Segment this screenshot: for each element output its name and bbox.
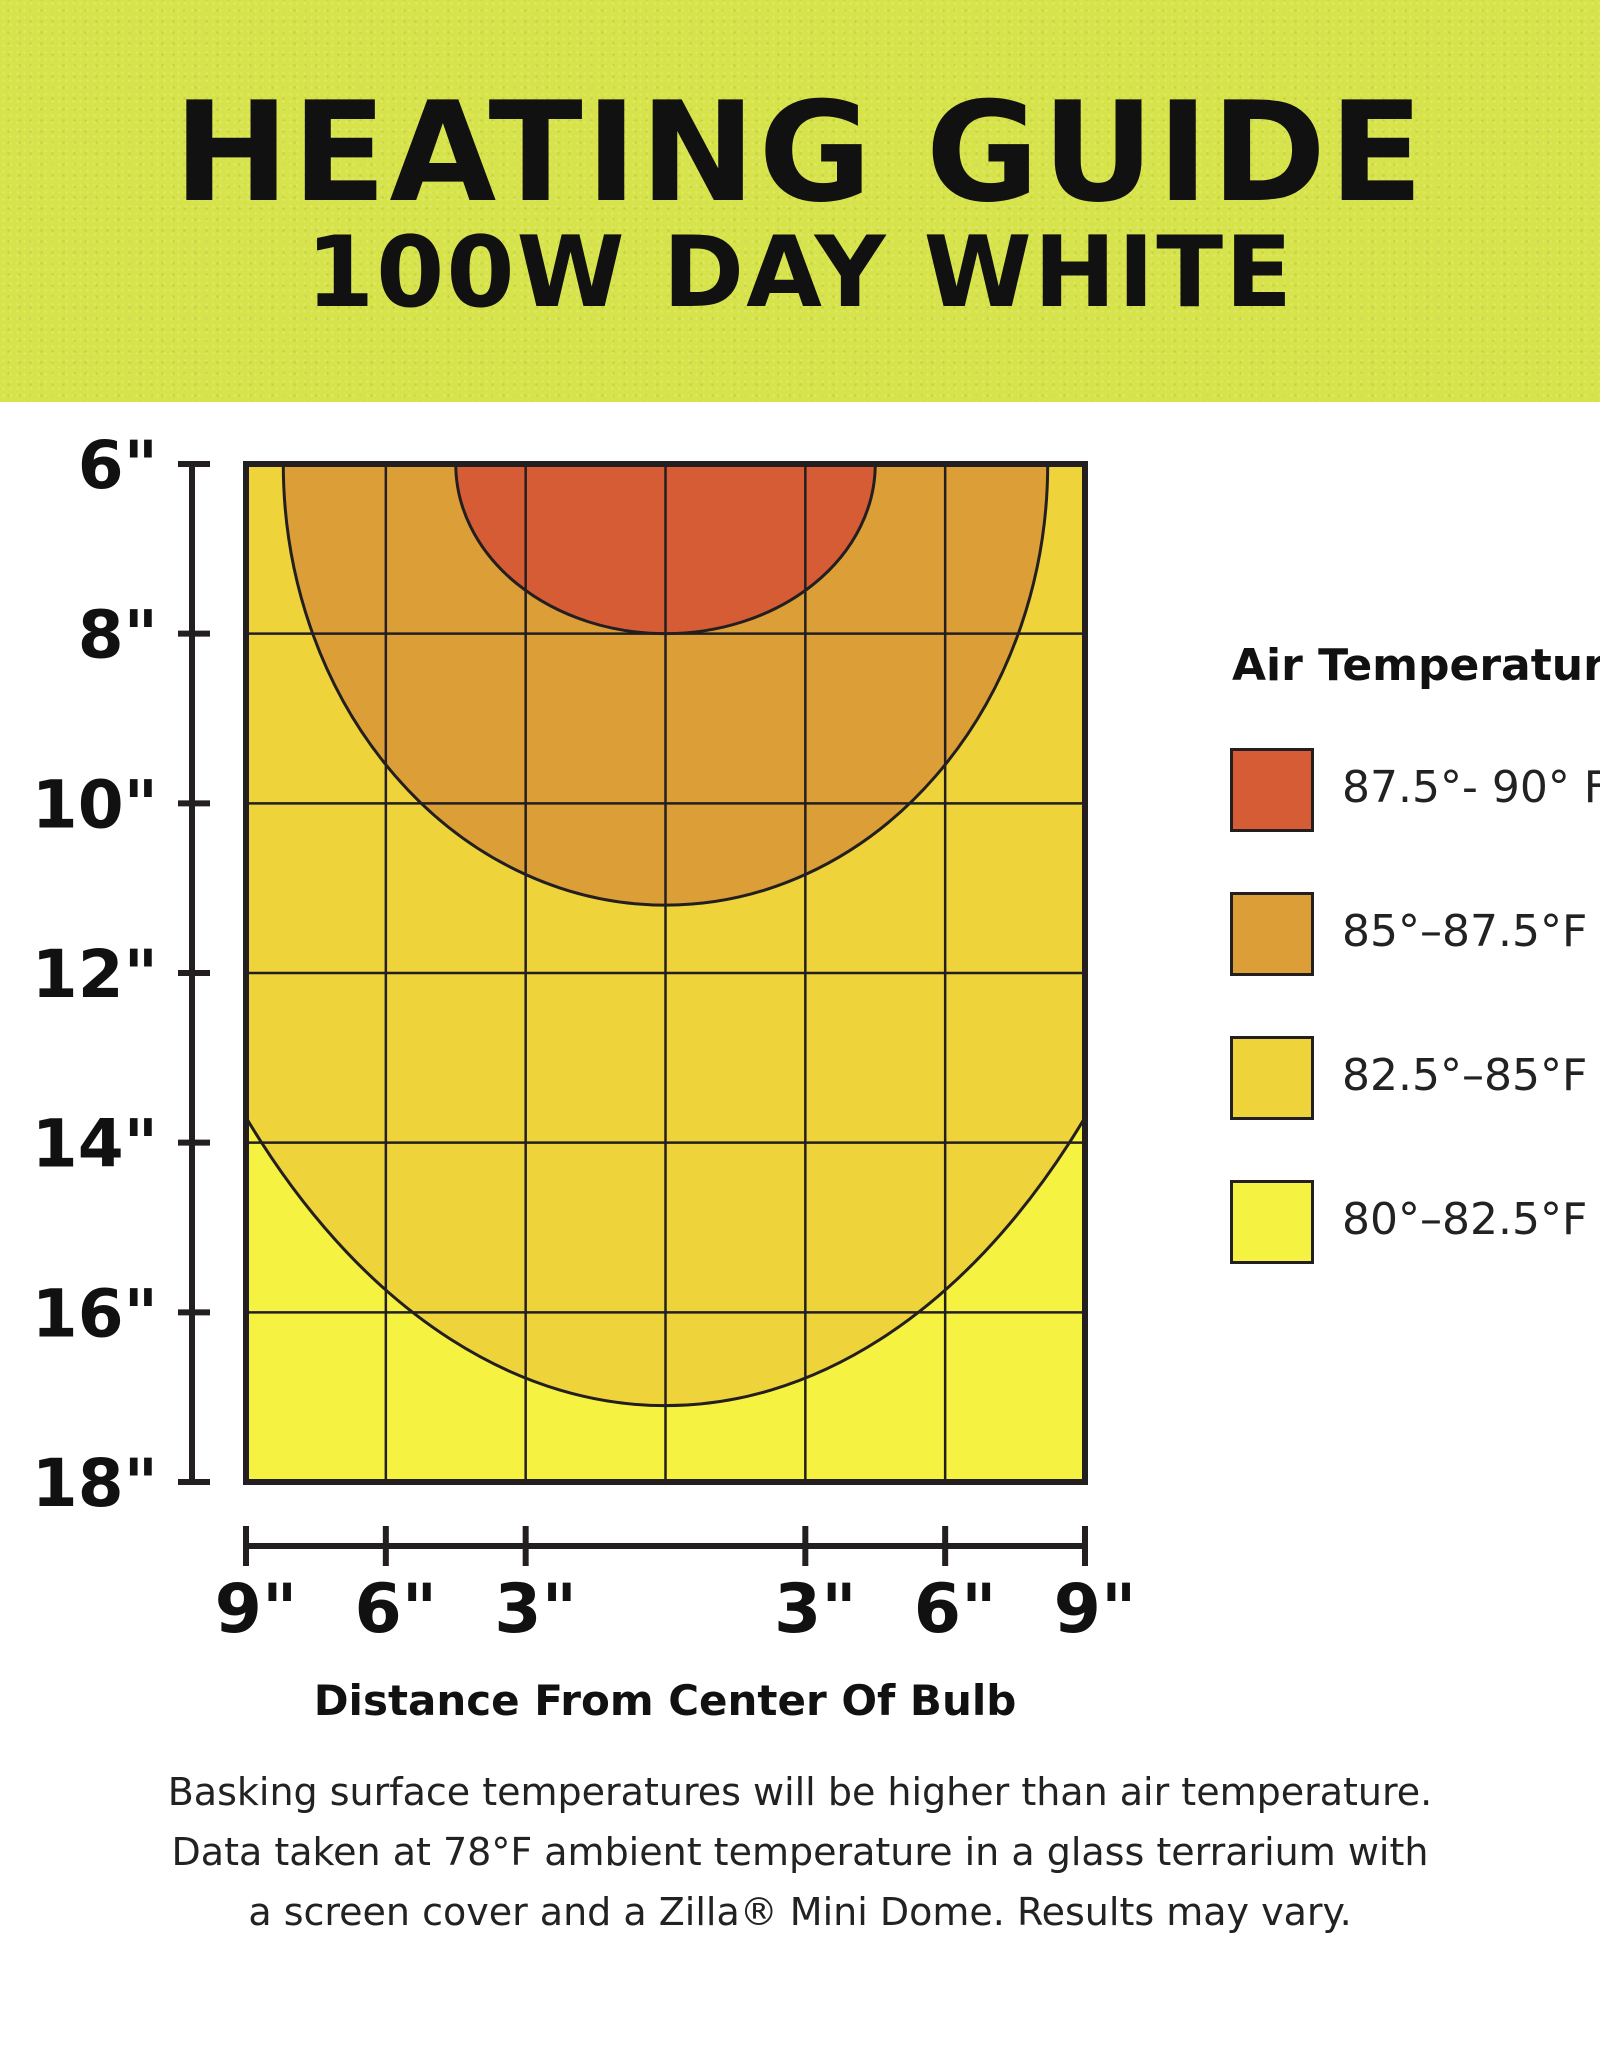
plot-frame bbox=[243, 461, 1088, 1485]
x-axis-label: Distance From Center Of Bulb bbox=[313, 1676, 1017, 1725]
legend-swatch bbox=[1230, 748, 1314, 832]
y-tick-label: 16" bbox=[32, 1275, 158, 1352]
header-banner: HEATING GUIDE 100W DAY WHITE bbox=[0, 0, 1600, 402]
y-tick-label: 10" bbox=[32, 766, 158, 843]
x-tick-label: 3" bbox=[494, 1570, 577, 1649]
footnote-line: Data taken at 78°F ambient temperature i… bbox=[171, 1830, 1429, 1874]
zone-boundary bbox=[281, 464, 1050, 907]
heating-chart: 6" 8" 10" 12" 14" 16" 18" 9" 6" 3" 3" 6" 9" bbox=[32, 427, 1137, 1649]
x-tick-label: 9" bbox=[215, 1570, 298, 1649]
y-tick-label: 14" bbox=[32, 1106, 158, 1183]
x-tick-label: 3" bbox=[774, 1570, 857, 1649]
zone-boundary bbox=[246, 1114, 1085, 1407]
footnote-line: a screen cover and a Zilla® Mini Dome. R… bbox=[248, 1890, 1352, 1934]
chart-title: HEATING GUIDE bbox=[173, 72, 1427, 233]
footnote: Basking surface temperatures will be hig… bbox=[0, 1762, 1600, 1942]
legend-swatch bbox=[1230, 1180, 1314, 1264]
legend-label: 82.5°–85°F bbox=[1342, 1050, 1588, 1101]
footnote-line: Basking surface temperatures will be hig… bbox=[167, 1770, 1433, 1814]
legend-label: 80°–82.5°F bbox=[1342, 1194, 1588, 1245]
y-tick-label: 12" bbox=[32, 936, 158, 1013]
x-tick-label: 6" bbox=[914, 1570, 997, 1649]
chart-subtitle: 100W DAY WHITE bbox=[305, 216, 1295, 330]
y-tick-label: 6" bbox=[78, 427, 158, 504]
y-tick-label: 18" bbox=[32, 1445, 158, 1522]
legend-label: 87.5°- 90° F bbox=[1342, 762, 1600, 813]
zone-boundary bbox=[454, 464, 877, 636]
legend-swatch bbox=[1230, 892, 1314, 976]
legend-label: 85°–87.5°F bbox=[1342, 906, 1588, 957]
legend-swatch bbox=[1230, 1036, 1314, 1120]
x-tick-label: 6" bbox=[354, 1570, 437, 1649]
x-tick-label: 9" bbox=[1054, 1570, 1137, 1649]
legend-title: Air Temperature bbox=[1232, 640, 1600, 691]
y-tick-label: 8" bbox=[78, 597, 158, 674]
